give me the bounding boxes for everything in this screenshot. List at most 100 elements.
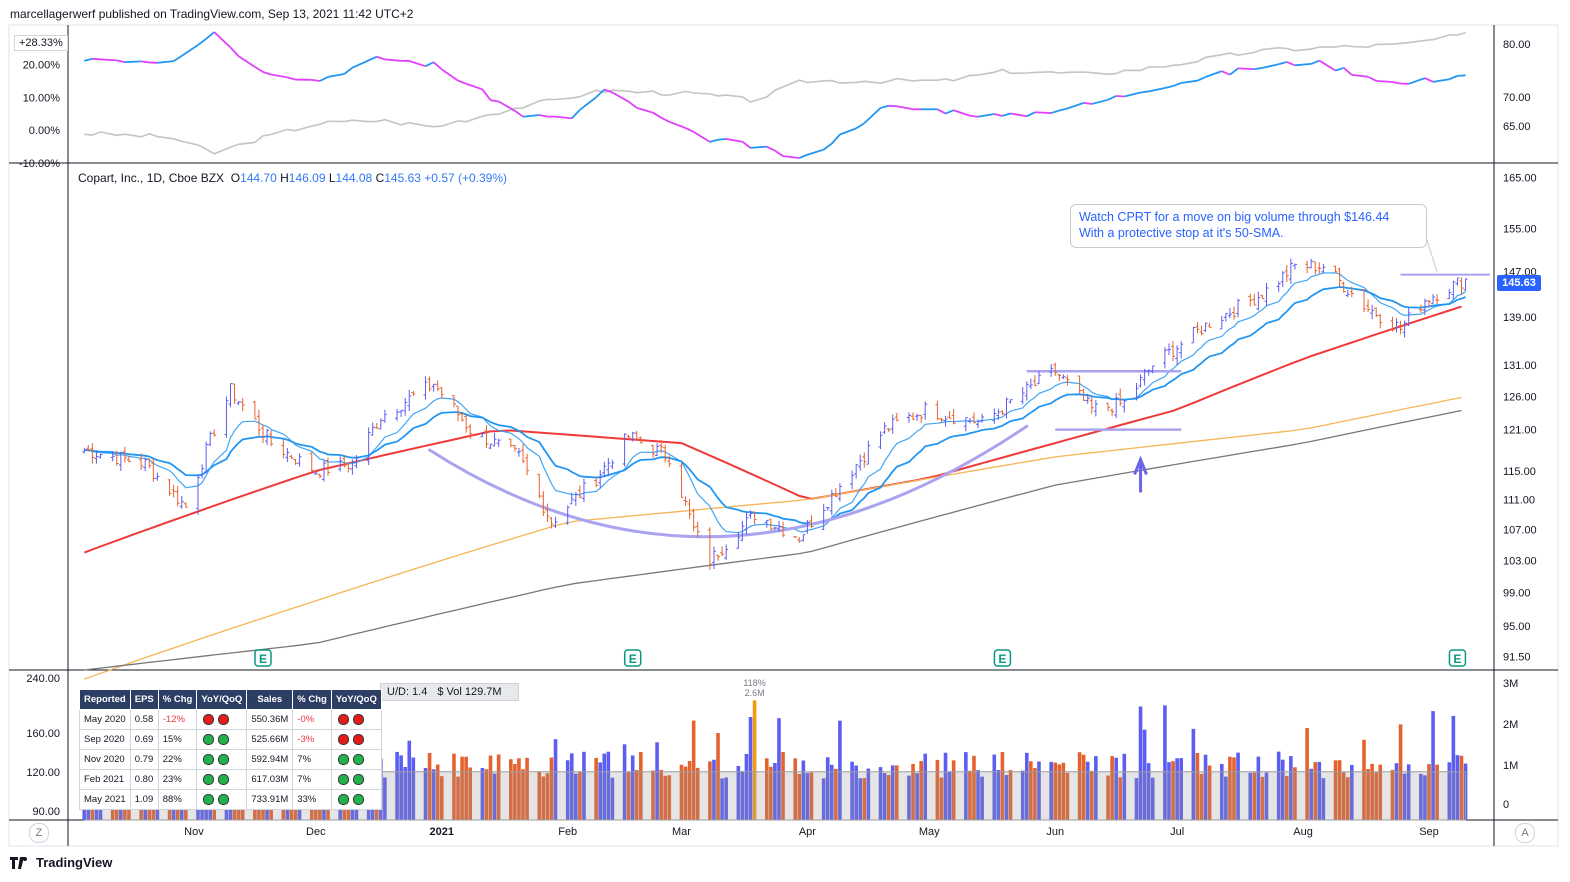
ohlc-bar	[139, 453, 144, 471]
ohlc-bar	[886, 427, 891, 432]
ohlc-bar	[890, 414, 895, 434]
time-tick-label: Jun	[1046, 826, 1064, 838]
ohlc-bar	[577, 485, 582, 499]
ohlc-bar	[326, 457, 331, 476]
timezone-button[interactable]: Z	[29, 823, 49, 843]
volume-bar	[720, 778, 724, 820]
ohlc-bar	[484, 425, 489, 449]
rs-line-segment	[717, 138, 727, 141]
sales-change-cell: 7%	[292, 769, 332, 790]
rs-line-segment	[839, 127, 857, 136]
rs-line-segment	[376, 55, 386, 61]
ohlc-bar	[196, 475, 201, 515]
table-row: Nov 2020 0.79 22% 592.94M 7%	[79, 749, 382, 770]
rs-line-segment	[197, 38, 207, 46]
rs-line-segment	[977, 113, 995, 118]
tradingview-logo[interactable]: TradingView	[10, 855, 112, 870]
relative-strength-panel	[84, 31, 1466, 159]
ohlc-bar	[1207, 322, 1212, 329]
ohlc-bar	[1435, 294, 1440, 305]
green-dot-icon	[203, 773, 215, 785]
rs-right-tick-label: 80.00	[1503, 39, 1531, 51]
earnings-letter: E	[629, 652, 637, 666]
volume-bar	[976, 770, 980, 820]
ohlc-bar	[1337, 267, 1342, 287]
price-tick-label: 91.50	[1503, 652, 1531, 664]
green-dot-icon	[352, 753, 364, 765]
ohlc-bar	[1345, 289, 1350, 298]
ohlc-bar	[431, 383, 436, 392]
ohlc-bar	[894, 412, 899, 422]
sma200-line	[84, 409, 1462, 671]
rs-line-segment	[141, 60, 150, 64]
volume-bar	[1256, 756, 1261, 820]
rs-line-segment	[1181, 79, 1198, 84]
ohlc-bar	[155, 472, 160, 481]
rs-line-segment	[555, 115, 572, 120]
ohlc-bar	[967, 417, 972, 424]
volume-bar	[639, 752, 643, 820]
ohlc-bar	[382, 409, 387, 423]
ohlc-bar	[691, 508, 696, 532]
price-tick-label: 139.00	[1503, 312, 1537, 324]
spx-comparison-line	[84, 32, 1466, 155]
symbol-title[interactable]: Copart, Inc., 1D, Cboe BZX	[78, 171, 225, 185]
red-dot-icon	[218, 713, 230, 725]
volume-bar	[695, 767, 700, 820]
ohlc-bar	[1284, 264, 1289, 282]
volume-bar	[484, 769, 489, 820]
volume-bar	[460, 756, 464, 820]
ohlc-bar	[837, 483, 842, 502]
volume-bar	[1029, 761, 1033, 820]
symbol-legend: Copart, Inc., 1D, Cboe BZX O144.70 H146.…	[78, 171, 507, 185]
ohlc-bar	[1459, 277, 1464, 295]
ohlc-bar	[212, 429, 217, 437]
volume-bar	[687, 761, 692, 820]
volume-bar	[1232, 757, 1236, 820]
volume-bar	[1134, 778, 1139, 820]
rs-line-segment	[539, 114, 548, 118]
green-dot-icon	[337, 793, 349, 805]
volume-bar	[549, 757, 554, 820]
rs-line-segment	[1091, 98, 1109, 105]
eps-change-cell: 23%	[157, 769, 198, 790]
earnings-table: Reported EPS% Chg YoY/QoQ Sales% Chg YoY/QoQ…	[79, 689, 382, 810]
rs-line-segment	[173, 55, 183, 62]
volume-bar	[821, 778, 826, 820]
ohlc-bar	[321, 460, 326, 482]
trade-note[interactable]: Watch CPRT for a move on big volume thro…	[1070, 204, 1427, 248]
ohlc-bar	[289, 454, 294, 459]
volume-bar	[634, 770, 639, 820]
ohlc-bar	[1166, 343, 1171, 356]
ohlc-bar	[171, 485, 176, 498]
volume-bar	[724, 777, 728, 820]
volume-bar	[919, 761, 923, 820]
earnings-badge-icon	[623, 649, 642, 667]
volume-bar	[886, 775, 891, 820]
ohlc-bar	[695, 521, 700, 538]
ohlc-bar	[651, 445, 656, 458]
volume-bar	[1199, 773, 1204, 820]
eps-change-cell: -12%	[157, 709, 198, 730]
volume-bar	[1008, 770, 1013, 820]
ohlc-bar	[549, 517, 554, 529]
rs-line-segment	[157, 60, 174, 64]
ohlc-bar	[1191, 327, 1196, 344]
rs-line-segment	[1448, 75, 1458, 81]
ohlc-bar	[919, 414, 924, 423]
volume-bar	[1203, 754, 1208, 820]
auto-scale-button[interactable]: A	[1515, 823, 1535, 843]
ohlc-bar	[1463, 278, 1468, 291]
rs-line-segment	[490, 99, 499, 103]
rs-left-tick-label: 10.00%	[23, 92, 61, 104]
ohlc-bar	[1394, 318, 1399, 333]
price-tick-label: 107.00	[1503, 524, 1537, 536]
volume-bar	[1163, 705, 1167, 820]
volume-bar	[423, 768, 428, 820]
ohlc-bar	[809, 515, 814, 528]
rs-line-segment	[823, 142, 833, 151]
red-dot-icon	[352, 713, 364, 725]
volume-bar	[1057, 764, 1062, 820]
volume-right-tick-label: 0	[1503, 799, 1509, 811]
